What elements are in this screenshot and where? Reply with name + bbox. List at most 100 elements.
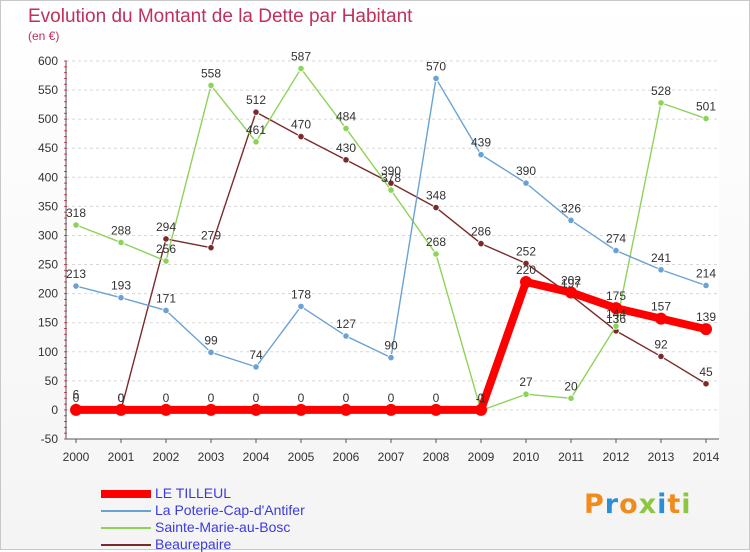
y-tick-label: 200	[38, 287, 58, 301]
data-label: 587	[291, 50, 311, 64]
data-point	[477, 151, 485, 159]
data-point	[207, 244, 215, 252]
data-point	[520, 275, 532, 288]
x-tick-label: 2002	[153, 450, 180, 464]
data-label: 390	[516, 164, 536, 178]
legend-label: Sainte-Marie-au-Bosc	[155, 519, 291, 535]
data-point	[477, 240, 485, 248]
data-point	[567, 216, 575, 224]
y-tick-label: 0	[51, 403, 58, 417]
data-point	[612, 322, 620, 330]
data-point	[295, 403, 307, 416]
data-label: 171	[156, 291, 176, 305]
data-label: 90	[384, 339, 398, 353]
x-tick-label: 2014	[693, 450, 720, 464]
data-label: 252	[516, 244, 536, 258]
y-tick-label: 50	[45, 374, 59, 388]
data-point	[252, 363, 260, 371]
logo-letter: i	[681, 489, 692, 520]
logo-letter: i	[657, 489, 668, 520]
data-label: 27	[519, 375, 533, 389]
logo-letter: o	[619, 489, 639, 520]
y-tick-label: 150	[38, 316, 58, 330]
y-tick-label: 600	[38, 54, 58, 68]
data-point	[657, 99, 665, 107]
y-tick-label: 400	[38, 170, 58, 184]
data-point	[72, 221, 80, 229]
data-label: 0	[118, 391, 125, 405]
data-point	[117, 238, 125, 247]
legend-swatch	[101, 527, 151, 529]
x-tick-label: 2011	[558, 450, 584, 464]
data-label: 178	[291, 287, 311, 301]
data-point	[115, 403, 127, 416]
y-tick-label: 350	[38, 199, 58, 213]
data-label: 213	[66, 267, 86, 281]
x-tick-label: 2008	[423, 450, 450, 464]
x-tick-label: 2009	[468, 450, 495, 464]
data-label: 74	[249, 348, 263, 362]
data-point	[702, 380, 710, 388]
data-label: 157	[651, 300, 671, 314]
data-label: 558	[201, 66, 221, 80]
data-point	[160, 403, 172, 416]
data-label: 286	[471, 225, 491, 239]
y-tick-label: 450	[38, 141, 58, 155]
data-label: 202	[561, 273, 581, 287]
data-label: 45	[699, 365, 713, 379]
data-point	[567, 394, 575, 402]
data-point	[565, 286, 577, 299]
data-label: 570	[426, 59, 446, 73]
logo-letter: t	[667, 489, 682, 520]
data-label: 470	[291, 118, 311, 132]
data-label: 484	[336, 109, 356, 123]
data-label: 0	[118, 391, 125, 405]
data-point	[342, 124, 350, 133]
data-label: 439	[471, 136, 491, 150]
data-label: 390	[381, 164, 401, 178]
x-tick-label: 2006	[333, 450, 360, 464]
x-tick-label: 2000	[63, 450, 90, 464]
data-point	[475, 403, 487, 416]
legend-label: Beaurepaire	[155, 536, 232, 552]
data-point	[700, 323, 712, 336]
data-point	[162, 257, 170, 265]
data-point	[70, 403, 82, 416]
data-label: 92	[654, 337, 668, 351]
data-point	[432, 250, 440, 258]
data-label: 512	[246, 93, 266, 107]
data-point	[657, 266, 665, 274]
data-label: 326	[561, 201, 581, 215]
chart-title: Evolution du Montant de la Dette par Hab…	[28, 6, 413, 27]
logo-letter: P	[584, 489, 605, 520]
data-point	[72, 282, 80, 290]
data-point	[297, 64, 305, 73]
data-point	[655, 312, 667, 325]
data-point	[162, 235, 170, 243]
data-label: 528	[651, 84, 671, 98]
data-point	[297, 302, 305, 311]
data-label: 0	[253, 391, 260, 405]
data-label: 220	[516, 263, 536, 277]
data-label: 348	[426, 189, 446, 203]
data-point	[340, 403, 352, 416]
data-point	[702, 281, 710, 290]
data-label: 136	[606, 312, 626, 326]
data-point	[117, 294, 125, 302]
data-point	[522, 390, 530, 398]
data-label: 241	[651, 251, 671, 265]
y-tick-label: 100	[38, 345, 58, 359]
data-label: 461	[246, 123, 266, 137]
data-label: 0	[388, 391, 395, 405]
data-point	[342, 156, 350, 164]
data-label: 288	[111, 223, 131, 237]
chart-subtitle: (en €)	[28, 29, 60, 43]
legend-swatch	[101, 490, 151, 498]
data-point	[430, 403, 442, 416]
data-point	[432, 74, 440, 83]
data-label: 99	[204, 333, 218, 347]
y-tick-label: -50	[41, 432, 59, 446]
data-label: 6	[73, 387, 80, 401]
